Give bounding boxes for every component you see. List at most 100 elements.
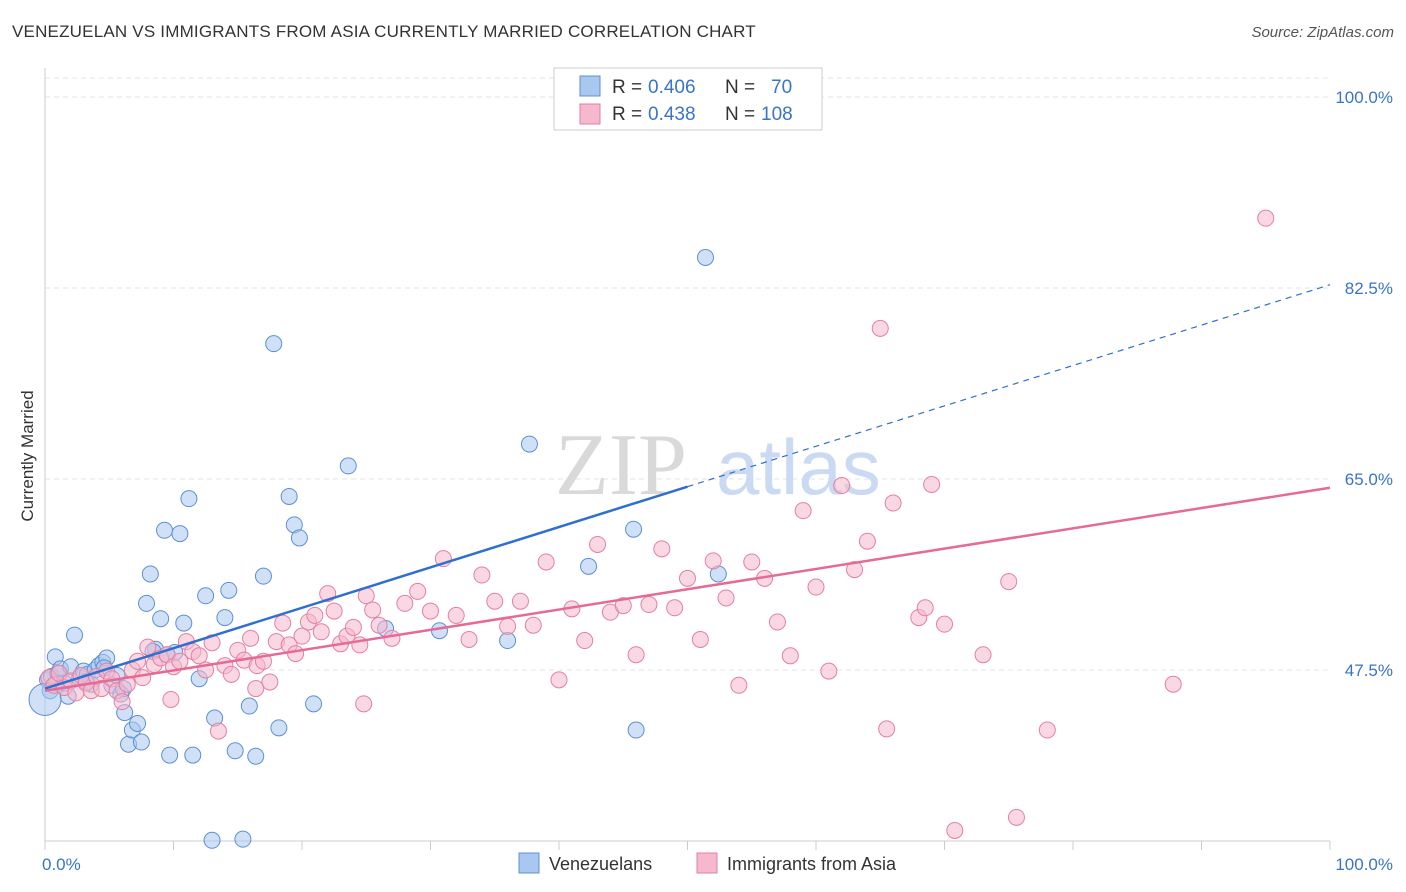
point-asia-99 — [923, 475, 941, 493]
point-venezuelans-42 — [226, 742, 244, 760]
point-asia-58 — [409, 582, 427, 600]
x-tick-label-0: 0.0% — [42, 855, 81, 874]
x-tick-label-1: 100.0% — [1335, 855, 1393, 874]
point-asia-78 — [666, 599, 684, 617]
point-venezuelans-25 — [138, 594, 156, 612]
point-venezuelans-41 — [220, 581, 238, 599]
legend-n-label-2: N = — [725, 104, 755, 125]
point-asia-46 — [312, 623, 330, 641]
point-asia-93 — [858, 532, 876, 550]
point-venezuelans-30 — [161, 746, 179, 764]
point-venezuelans-53 — [339, 457, 357, 475]
point-asia-94 — [871, 319, 889, 337]
point-asia-56 — [383, 629, 401, 647]
legend-n-value-2: 108 — [761, 104, 793, 125]
point-asia-89 — [807, 578, 825, 596]
point-venezuelans-38 — [203, 831, 221, 849]
point-asia-86 — [768, 613, 786, 631]
point-venezuelans-26 — [141, 565, 159, 583]
point-venezuelans-58 — [580, 557, 598, 575]
legend-n-label-1: N = — [725, 77, 755, 98]
watermark: ZIP atlas — [555, 417, 881, 514]
source-label: Source: ZipAtlas.com — [1251, 24, 1394, 41]
legend-r-value-1: 0.406 — [648, 77, 696, 98]
point-venezuelans-59 — [625, 520, 643, 538]
point-asia-95 — [878, 720, 896, 738]
point-asia-72 — [589, 535, 607, 553]
point-asia-101 — [946, 821, 964, 839]
point-venezuelans-28 — [152, 610, 170, 628]
point-asia-76 — [640, 596, 658, 614]
point-venezuelans-32 — [171, 525, 189, 543]
point-venezuelans-44 — [240, 697, 258, 715]
point-asia-35 — [242, 629, 260, 647]
bottom-legend-swatch-venezuelans — [518, 852, 540, 874]
point-asia-96 — [884, 494, 902, 512]
point-asia-63 — [473, 566, 491, 584]
bottom-legend-swatch-asia — [696, 852, 718, 874]
legend-r-label-2: R = — [612, 104, 642, 125]
point-asia-79 — [679, 569, 696, 587]
point-venezuelans-61 — [696, 248, 714, 266]
chart-title: VENEZUELAN VS IMMIGRANTS FROM ASIA CURRE… — [12, 22, 756, 41]
y-axis-title: Currently Married — [18, 390, 37, 521]
point-asia-51 — [344, 618, 362, 636]
point-venezuelans-23 — [129, 714, 147, 732]
y-tick-label-3: 100.0% — [1335, 88, 1393, 107]
point-asia-109 — [355, 695, 373, 713]
point-asia-14 — [113, 693, 131, 711]
point-asia-65 — [499, 617, 517, 635]
point-asia-71 — [576, 632, 594, 650]
y-tick-label-1: 65.0% — [1345, 470, 1393, 489]
point-venezuelans-29 — [156, 521, 174, 539]
point-asia-29 — [203, 634, 221, 652]
point-asia-90 — [820, 662, 838, 680]
point-asia-55 — [370, 616, 388, 634]
point-venezuelans-45 — [247, 747, 265, 765]
trend-lines — [44, 284, 1331, 692]
bottom-legend-label-asia: Immigrants from Asia — [727, 854, 897, 874]
bottom-legend: Venezuelans Immigrants from Asia — [518, 852, 897, 874]
point-asia-30 — [209, 722, 227, 740]
point-venezuelans-46 — [254, 567, 272, 585]
point-asia-66 — [511, 592, 529, 610]
point-asia-38 — [261, 673, 279, 691]
point-asia-67 — [524, 616, 542, 634]
point-asia-59 — [422, 602, 439, 620]
legend-r-value-2: 0.438 — [648, 104, 696, 125]
watermark-zip: ZIP — [555, 417, 687, 514]
point-asia-54 — [364, 601, 382, 619]
point-venezuelans-43 — [234, 830, 252, 848]
point-venezuelans-33 — [175, 614, 193, 632]
point-asia-18 — [134, 669, 152, 687]
series-immigrants-asia — [40, 209, 1275, 839]
point-venezuelans-37 — [197, 587, 215, 605]
legend-swatch-venezuelans — [579, 75, 601, 97]
point-venezuelans-57 — [520, 435, 538, 453]
point-asia-32 — [222, 665, 240, 683]
point-venezuelans-34 — [180, 490, 198, 508]
point-asia-103 — [1000, 573, 1018, 591]
point-asia-82 — [717, 589, 735, 607]
stats-legend: R = 0.406 N = 70 R = 0.438 N = 108 — [553, 67, 823, 131]
point-asia-84 — [743, 553, 761, 571]
point-asia-81 — [704, 552, 722, 570]
point-venezuelans-56 — [499, 632, 517, 650]
point-venezuelans-52 — [305, 695, 323, 713]
point-asia-87 — [781, 647, 799, 665]
point-venezuelans-47 — [265, 335, 283, 353]
legend-r-label-1: R = — [612, 77, 642, 98]
point-asia-100 — [936, 615, 953, 633]
point-asia-62 — [460, 630, 478, 648]
point-asia-102 — [974, 646, 992, 664]
point-venezuelans-49 — [280, 487, 298, 505]
point-asia-80 — [691, 630, 709, 648]
legend-swatch-asia — [579, 103, 601, 125]
point-asia-19 — [139, 638, 157, 656]
point-asia-43 — [293, 627, 311, 645]
point-asia-88 — [794, 502, 812, 520]
point-asia-75 — [627, 646, 645, 664]
trend-line-asia — [44, 486, 1331, 692]
point-asia-110 — [162, 690, 180, 708]
